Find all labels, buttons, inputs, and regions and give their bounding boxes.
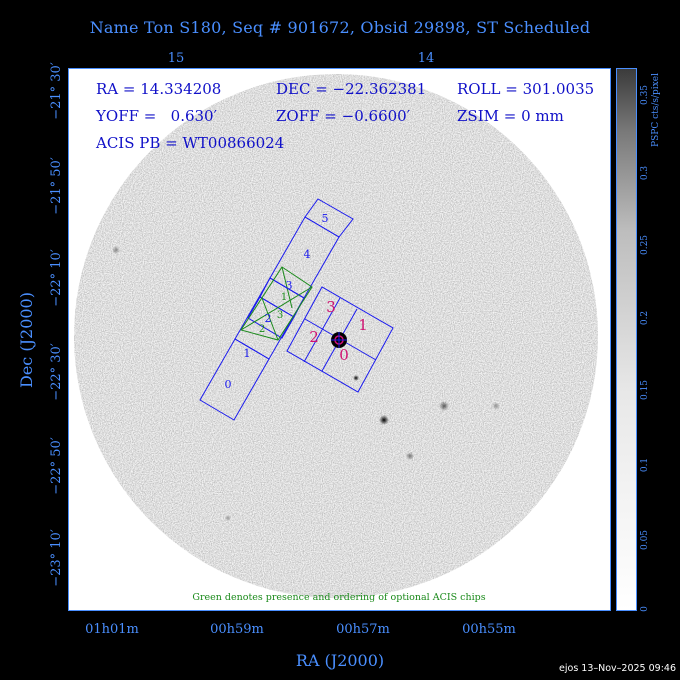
optional-chip-outline: [240, 266, 313, 341]
optional-chip-divider: [281, 266, 293, 309]
left-tick-label: −21° 30′: [49, 62, 64, 120]
info-dec: DEC = −22.362381: [276, 80, 427, 98]
colorbar-frame: [616, 68, 637, 611]
xray-source: [112, 246, 120, 254]
acis-chip-outline: [286, 286, 394, 393]
colorbar-tick-label: 0.35: [640, 85, 650, 105]
optional-chip-divider: [261, 297, 279, 341]
xray-source: [225, 515, 231, 521]
chip-number: 0: [225, 378, 232, 391]
plot-frame: [68, 68, 611, 611]
chip-number: 4: [304, 248, 311, 261]
chip-number: 5: [322, 212, 329, 225]
sky-image-plot[interactable]: [68, 68, 610, 610]
sky-image: [68, 68, 610, 610]
optional-acis-chips: [240, 266, 313, 341]
acis-chip-divider: [303, 297, 341, 363]
xray-source: [406, 452, 414, 460]
credit-timestamp: ejos 13–Nov–2025 09:46: [559, 663, 676, 674]
colorbar-tick-label: 0.2: [640, 311, 650, 325]
info-yoff: YOFF = 0.630′: [96, 107, 218, 125]
xray-source: [379, 415, 389, 425]
acis-i-chip-number: 0: [339, 346, 349, 364]
acis-i-chip-number: 3: [326, 298, 336, 316]
info-roll: ROLL = 301.0035: [457, 80, 595, 98]
colorbar-tick-label: 0: [640, 606, 650, 612]
colorbar: [616, 68, 636, 610]
bottom-tick-label: 00h55m: [462, 622, 516, 637]
acis-chip-outline: [247, 296, 295, 339]
xray-source: [439, 401, 449, 411]
colorbar-tick-label: 0.1: [640, 458, 650, 472]
left-tick-label: −22° 10′: [49, 249, 64, 307]
target-marker: [331, 332, 347, 348]
xray-source: [353, 375, 359, 381]
acis-i-chip-number: 2: [309, 328, 319, 346]
colorbar-tick-label: 0.15: [640, 380, 650, 400]
optional-chip-number: 1: [281, 292, 287, 303]
y-axis-label: Dec (J2000): [17, 292, 36, 388]
footer-note: Green denotes presence and ordering of o…: [192, 592, 486, 603]
colorbar-tick-label: 0.25: [640, 235, 650, 255]
optional-chip-number: 2: [259, 324, 265, 335]
x-axis-label: RA (J2000): [296, 651, 384, 670]
colorbar-tick-label: 0.3: [640, 166, 650, 181]
xray-source: [492, 402, 500, 410]
bottom-tick-label: 01h01m: [85, 622, 139, 637]
info-acis-pb: ACIS PB = WT00866024: [96, 134, 285, 152]
optional-chip-number: 3: [277, 310, 283, 321]
colorbar-label: PSPC cts/s/pixel: [651, 73, 661, 147]
acis-chip-outline: [304, 198, 354, 238]
left-tick-label: −23° 10′: [49, 529, 64, 587]
optional-chip-divider: [240, 286, 313, 331]
chip-number: 3: [286, 279, 293, 292]
left-tick-label: −21° 50′: [49, 157, 64, 215]
acis-chip-outline: [199, 338, 270, 421]
chip-number: 2: [265, 312, 272, 325]
top-tick-label: 14: [418, 51, 435, 66]
chip-number: 1: [244, 347, 251, 360]
info-zsim: ZSIM = 0 mm: [457, 107, 564, 125]
colorbar-tick-label: 0.05: [640, 530, 650, 550]
acis-i-chip-number: 1: [358, 316, 368, 334]
info-zoff: ZOFF = −0.6600′: [276, 107, 411, 125]
bottom-tick-label: 00h57m: [336, 622, 390, 637]
bottom-tick-label: 00h59m: [210, 622, 264, 637]
left-tick-label: −22° 30′: [49, 343, 64, 401]
left-tick-label: −22° 50′: [49, 437, 64, 495]
page-title: Name Ton S180, Seq # 901672, Obsid 29898…: [89, 18, 591, 37]
top-tick-label: 15: [168, 51, 185, 66]
info-ra: RA = 14.334208: [96, 80, 222, 98]
acis-s-array: [199, 198, 354, 421]
